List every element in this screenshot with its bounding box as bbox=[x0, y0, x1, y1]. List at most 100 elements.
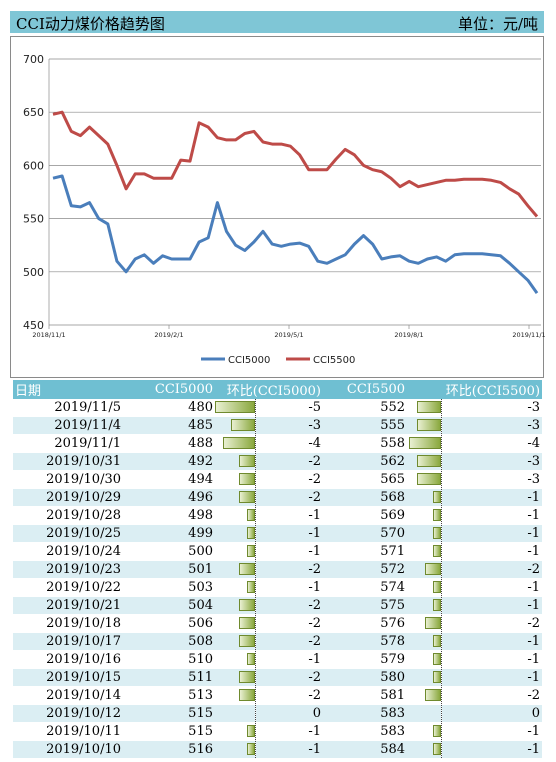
change-bar bbox=[432, 653, 441, 665]
change-value: -2 bbox=[255, 560, 324, 579]
price-cell: 516 bbox=[123, 740, 215, 759]
date-cell: 2019/10/28 bbox=[13, 506, 123, 525]
date-cell: 2019/10/24 bbox=[13, 542, 123, 561]
date-cell: 2019/11/5 bbox=[13, 399, 123, 417]
change-bar bbox=[238, 689, 254, 701]
table-row: 2019/11/1 488 -4 558 -4 bbox=[13, 434, 543, 453]
change-bar-cell bbox=[215, 506, 256, 525]
table-row: 2019/11/5 480 -5 552 -3 bbox=[13, 399, 543, 417]
change-value: -5 bbox=[255, 399, 324, 417]
change-bar bbox=[432, 635, 441, 647]
change-value: -2 bbox=[255, 452, 324, 471]
date-cell: 2019/10/17 bbox=[13, 632, 123, 651]
change-bar bbox=[246, 509, 254, 521]
table-row: 2019/10/10 516 -1 584 -1 bbox=[13, 740, 543, 759]
change-value: -1 bbox=[441, 722, 543, 741]
change-bar-cell bbox=[407, 632, 442, 651]
change-value: -4 bbox=[441, 434, 543, 453]
change-bar-cell bbox=[215, 524, 256, 543]
x-tick-label: 2019/11/1 bbox=[512, 331, 545, 339]
date-cell: 2019/10/14 bbox=[13, 686, 123, 705]
change-bar bbox=[432, 581, 441, 593]
change-bar-cell bbox=[215, 434, 256, 453]
series-line-cci5000 bbox=[52, 174, 539, 294]
change-value: -3 bbox=[441, 470, 543, 489]
price-cell: 508 bbox=[123, 632, 215, 651]
table-row: 2019/10/16 510 -1 579 -1 bbox=[13, 650, 543, 669]
change-bar-cell bbox=[407, 686, 442, 705]
price-cell: 555 bbox=[323, 416, 408, 435]
price-cell: 570 bbox=[323, 524, 408, 543]
table-row: 2019/10/14 513 -2 581 -2 bbox=[13, 686, 543, 705]
change-value: -2 bbox=[255, 470, 324, 489]
price-cell: 499 bbox=[123, 524, 215, 543]
change-bar-cell bbox=[407, 596, 442, 615]
date-cell: 2019/10/12 bbox=[13, 704, 123, 723]
change-value: -1 bbox=[441, 506, 543, 525]
title-bar: CCI动力煤价格趋势图 单位：元/吨 bbox=[10, 11, 544, 33]
change-value: -3 bbox=[441, 416, 543, 435]
date-cell: 2019/10/30 bbox=[13, 470, 123, 489]
change-value: -2 bbox=[441, 614, 543, 633]
date-cell: 2019/10/15 bbox=[13, 668, 123, 687]
change-bar bbox=[424, 563, 441, 575]
change-bar-cell bbox=[215, 416, 256, 435]
price-cell: 572 bbox=[323, 560, 408, 579]
change-bar-cell bbox=[215, 740, 256, 759]
change-value: -2 bbox=[255, 488, 324, 507]
change-bar-cell bbox=[407, 560, 442, 579]
change-value: -1 bbox=[441, 740, 543, 759]
table-row: 2019/10/23 501 -2 572 -2 bbox=[13, 560, 543, 579]
change-value: -1 bbox=[441, 524, 543, 543]
change-bar-cell bbox=[407, 722, 442, 741]
date-cell: 2019/10/23 bbox=[13, 560, 123, 579]
change-bar bbox=[246, 527, 254, 539]
change-value: -1 bbox=[441, 488, 543, 507]
change-bar-cell bbox=[407, 470, 442, 489]
price-cell: 579 bbox=[323, 650, 408, 669]
x-tick-label: 2018/11/1 bbox=[32, 331, 65, 339]
change-bar-cell bbox=[215, 578, 256, 597]
change-bar-cell bbox=[215, 722, 256, 741]
price-cell: 575 bbox=[323, 596, 408, 615]
column-header: CCI5500 bbox=[323, 380, 408, 399]
table-row: 2019/11/4 485 -3 555 -3 bbox=[13, 416, 543, 435]
change-value: -1 bbox=[255, 650, 324, 669]
change-bar-cell bbox=[407, 399, 442, 417]
change-bar-cell bbox=[215, 488, 256, 507]
change-bar bbox=[238, 599, 254, 611]
change-value: -1 bbox=[255, 578, 324, 597]
table-row: 2019/10/11 515 -1 583 -1 bbox=[13, 722, 543, 741]
change-value: -1 bbox=[441, 650, 543, 669]
change-value: -3 bbox=[441, 399, 543, 417]
change-value: -1 bbox=[441, 596, 543, 615]
change-bar-cell bbox=[407, 650, 442, 669]
y-tick-label: 500 bbox=[23, 266, 44, 279]
price-cell: 494 bbox=[123, 470, 215, 489]
table-row: 2019/10/30 494 -2 565 -3 bbox=[13, 470, 543, 489]
price-cell: 578 bbox=[323, 632, 408, 651]
change-bar bbox=[416, 455, 441, 467]
change-bar-cell bbox=[407, 542, 442, 561]
price-cell: 581 bbox=[323, 686, 408, 705]
date-cell: 2019/10/31 bbox=[13, 452, 123, 471]
price-cell: 503 bbox=[123, 578, 215, 597]
price-cell: 500 bbox=[123, 542, 215, 561]
change-bar-cell bbox=[215, 704, 256, 723]
change-bar-cell bbox=[215, 470, 256, 489]
table-row: 2019/10/17 508 -2 578 -1 bbox=[13, 632, 543, 651]
change-bar bbox=[432, 491, 441, 503]
change-bar bbox=[432, 725, 441, 737]
y-tick-label: 700 bbox=[23, 53, 44, 66]
date-cell: 2019/10/11 bbox=[13, 722, 123, 741]
change-value: -1 bbox=[255, 506, 324, 525]
change-bar bbox=[432, 671, 441, 683]
change-bar-cell bbox=[215, 632, 256, 651]
change-value: -1 bbox=[441, 668, 543, 687]
change-bar bbox=[238, 671, 254, 683]
price-cell: 485 bbox=[123, 416, 215, 435]
change-bar-cell bbox=[215, 668, 256, 687]
change-value: -3 bbox=[441, 452, 543, 471]
price-cell: 552 bbox=[323, 399, 408, 417]
